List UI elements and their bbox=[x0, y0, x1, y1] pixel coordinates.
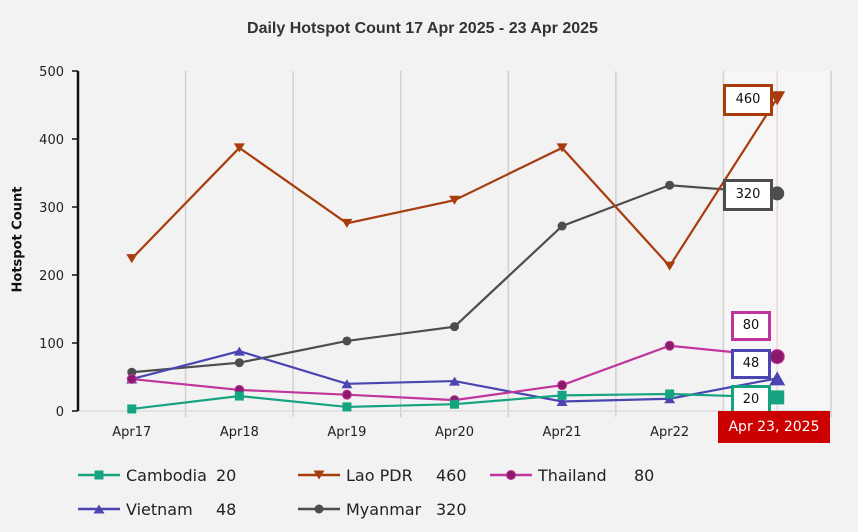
legend-item-vietnam[interactable]: Vietnam 48 bbox=[78, 499, 236, 519]
y-tick-label: 100 bbox=[39, 337, 64, 352]
x-tick-label: Apr20 bbox=[435, 425, 474, 440]
data-point-cambodia[interactable] bbox=[770, 390, 785, 405]
tooltip-vietnam: 48 bbox=[731, 349, 771, 379]
y-tick-label: 200 bbox=[39, 269, 64, 284]
y-tick-label: 500 bbox=[39, 65, 64, 80]
data-point-lao-pdr[interactable] bbox=[233, 143, 245, 153]
data-point-thailand[interactable] bbox=[126, 374, 137, 385]
legend-swatch bbox=[298, 504, 340, 514]
legend-swatch bbox=[78, 504, 120, 514]
legend-value: 48 bbox=[216, 499, 237, 519]
legend-swatch bbox=[490, 470, 532, 480]
y-tick-labels: 0 100 200 300 400 500 bbox=[39, 65, 78, 420]
data-point-vietnam[interactable] bbox=[556, 396, 568, 406]
legend-swatch bbox=[298, 470, 340, 480]
data-point-lao-pdr[interactable] bbox=[664, 261, 676, 271]
y-tick-label: 300 bbox=[39, 201, 64, 216]
x-tick-label: Apr17 bbox=[112, 425, 151, 440]
data-point-myanmar[interactable] bbox=[342, 336, 352, 346]
series-lines bbox=[130, 97, 779, 411]
x-tick-labels: Apr17 Apr18 Apr19 Apr20 Apr21 Apr22 bbox=[112, 425, 689, 440]
data-point-cambodia[interactable] bbox=[557, 390, 567, 400]
legend-value: 80 bbox=[634, 465, 655, 485]
data-point-vietnam[interactable] bbox=[341, 379, 353, 389]
legend-value: 460 bbox=[436, 465, 467, 485]
data-point-lao-pdr[interactable] bbox=[556, 143, 568, 153]
x-tick-label: Apr18 bbox=[220, 425, 259, 440]
tooltip-myanmar: 320 bbox=[723, 179, 773, 211]
data-point-myanmar[interactable] bbox=[450, 322, 459, 332]
x-tick-label: Apr21 bbox=[543, 425, 582, 440]
legend-swatch bbox=[78, 470, 120, 480]
legend-item-thailand[interactable]: Thailand 80 bbox=[490, 465, 654, 485]
data-point-cambodia[interactable] bbox=[450, 399, 459, 409]
tooltip-lao-pdr: 460 bbox=[723, 84, 773, 116]
data-point-myanmar[interactable] bbox=[127, 367, 137, 377]
data-point-myanmar[interactable] bbox=[770, 186, 785, 201]
data-point-myanmar[interactable] bbox=[557, 221, 567, 231]
data-point-vietnam[interactable] bbox=[769, 371, 786, 386]
legend-item-lao-pdr[interactable]: Lao PDR 460 bbox=[298, 465, 467, 485]
legend-value: 320 bbox=[436, 499, 467, 519]
legend-item-myanmar[interactable]: Myanmar 320 bbox=[298, 499, 467, 519]
legend-label: Vietnam bbox=[126, 499, 193, 519]
legend-label: Thailand bbox=[538, 465, 607, 485]
data-point-thailand[interactable] bbox=[664, 340, 675, 351]
data-point-myanmar[interactable] bbox=[234, 358, 244, 368]
series-line-lao-pdr bbox=[130, 97, 779, 268]
chart-title: Daily Hotspot Count 17 Apr 2025 - 23 Apr… bbox=[247, 20, 598, 37]
data-point-thailand[interactable] bbox=[557, 380, 568, 391]
data-point-thailand[interactable] bbox=[341, 389, 352, 400]
y-tick-label: 400 bbox=[39, 133, 64, 148]
data-point-cambodia[interactable] bbox=[342, 402, 352, 412]
tooltip-cambodia: 20 bbox=[731, 385, 771, 415]
data-point-lao-pdr[interactable] bbox=[341, 218, 353, 228]
legend-item-cambodia[interactable]: Cambodia 20 bbox=[78, 465, 236, 485]
data-point-vietnam[interactable] bbox=[449, 376, 460, 386]
x-tick-label: Apr22 bbox=[650, 425, 689, 440]
data-point-cambodia[interactable] bbox=[234, 391, 244, 401]
y-tick-label: 0 bbox=[56, 405, 64, 420]
data-point-vietnam[interactable] bbox=[664, 394, 676, 404]
legend-label: Myanmar bbox=[346, 499, 422, 519]
axes bbox=[76, 71, 831, 412]
legend-label: Cambodia bbox=[126, 465, 207, 485]
hover-date-label: Apr 23, 2025 bbox=[718, 411, 830, 443]
tooltip-thailand: 80 bbox=[731, 311, 771, 341]
data-point-myanmar[interactable] bbox=[665, 180, 675, 190]
legend-value: 20 bbox=[216, 465, 237, 485]
data-point-cambodia[interactable] bbox=[665, 389, 675, 399]
series-markers bbox=[126, 91, 786, 414]
series-line-myanmar bbox=[131, 184, 778, 374]
data-point-lao-pdr[interactable] bbox=[126, 254, 138, 264]
data-point-vietnam[interactable] bbox=[233, 346, 245, 356]
x-tick-label: Apr19 bbox=[327, 425, 366, 440]
data-point-cambodia[interactable] bbox=[127, 404, 137, 414]
data-point-lao-pdr[interactable] bbox=[769, 91, 786, 106]
data-point-lao-pdr[interactable] bbox=[449, 195, 460, 205]
legend-label: Lao PDR bbox=[346, 465, 413, 485]
data-point-thailand[interactable] bbox=[769, 349, 785, 365]
